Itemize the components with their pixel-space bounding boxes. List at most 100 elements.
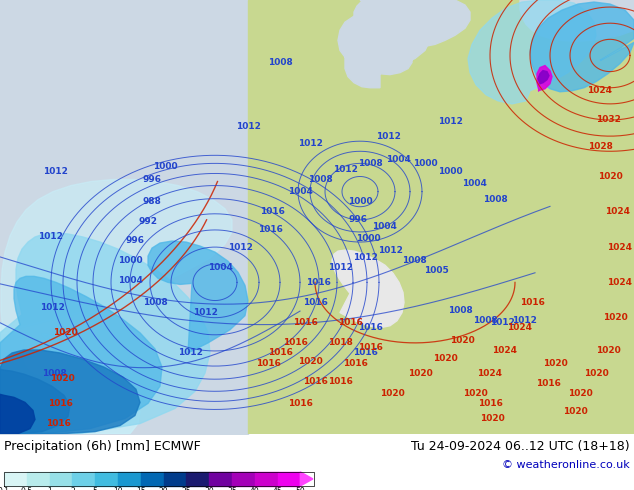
Polygon shape [255,472,278,486]
Text: 1008: 1008 [401,256,427,265]
Text: 1016: 1016 [257,225,282,234]
Text: 1016: 1016 [256,359,280,368]
Polygon shape [27,472,49,486]
Text: 1004: 1004 [288,187,313,196]
Polygon shape [0,323,140,434]
Polygon shape [0,350,140,434]
Text: 1024: 1024 [477,368,503,378]
Text: 1004: 1004 [462,179,486,188]
Text: 20: 20 [158,487,169,490]
Text: 1028: 1028 [588,142,612,151]
Text: 1016: 1016 [268,348,292,358]
Text: 1012: 1012 [193,308,217,317]
Text: 1012: 1012 [328,263,353,272]
Text: 25: 25 [181,487,191,490]
Text: 5: 5 [93,487,98,490]
Text: 1012: 1012 [42,167,67,176]
Text: 30: 30 [204,487,214,490]
Text: 1000: 1000 [347,197,372,206]
Polygon shape [141,472,164,486]
Text: 1016: 1016 [46,419,70,428]
Text: 1020: 1020 [432,353,457,363]
Text: Tu 24-09-2024 06..12 UTC (18+18): Tu 24-09-2024 06..12 UTC (18+18) [411,440,630,453]
Text: 1012: 1012 [353,253,377,262]
Polygon shape [4,472,27,486]
Text: 996: 996 [126,236,145,245]
Text: 0.1: 0.1 [0,487,10,490]
Text: 1024: 1024 [493,346,517,355]
Text: 1020: 1020 [297,357,322,366]
Text: 1020: 1020 [53,328,77,337]
Text: 1024: 1024 [607,278,633,287]
Text: 1012: 1012 [178,348,202,358]
Text: 1020: 1020 [49,374,74,383]
Polygon shape [301,472,313,486]
Polygon shape [338,10,430,88]
Text: 1024: 1024 [588,86,612,95]
Polygon shape [209,472,232,486]
Text: 1016: 1016 [306,278,330,287]
Text: 35: 35 [227,487,237,490]
Text: 1008: 1008 [472,316,498,325]
Text: 1012: 1012 [378,245,403,255]
Polygon shape [0,394,35,434]
Text: 1012: 1012 [228,243,252,251]
Text: 1004: 1004 [207,263,233,272]
Polygon shape [354,0,470,48]
Text: 1012: 1012 [236,122,261,130]
Text: 1000: 1000 [118,256,142,265]
Text: 996: 996 [349,215,368,224]
Text: 1016: 1016 [302,298,327,307]
Text: 1012: 1012 [512,316,536,325]
Text: 1016: 1016 [48,399,72,408]
Polygon shape [332,250,404,328]
Polygon shape [0,369,70,434]
Text: 1008: 1008 [448,306,472,315]
Polygon shape [248,0,634,434]
Polygon shape [530,2,634,92]
Polygon shape [278,472,301,486]
Text: 1016: 1016 [536,379,560,388]
Text: 1024: 1024 [607,243,633,251]
Text: 1020: 1020 [450,336,474,345]
Text: 1000: 1000 [413,159,437,168]
Text: 1016: 1016 [302,377,327,386]
Polygon shape [95,472,118,486]
Polygon shape [148,241,248,353]
Text: 1008: 1008 [268,58,292,67]
Text: 1012: 1012 [297,139,323,147]
Text: © weatheronline.co.uk: © weatheronline.co.uk [502,460,630,470]
Text: 15: 15 [136,487,146,490]
Text: 1008: 1008 [143,298,167,307]
Polygon shape [164,472,186,486]
Text: 1000: 1000 [153,162,178,171]
Text: 1016: 1016 [259,207,285,216]
Text: 45: 45 [273,487,282,490]
Text: 1024: 1024 [507,323,533,332]
Text: 992: 992 [138,218,157,226]
Text: 1020: 1020 [380,389,404,398]
Text: 1012: 1012 [375,132,401,141]
Polygon shape [118,472,141,486]
Text: 1016: 1016 [342,359,368,368]
Text: 1016: 1016 [358,323,382,332]
Text: 1004: 1004 [117,276,143,285]
Text: 1016: 1016 [292,318,318,327]
Text: 1020: 1020 [595,346,621,355]
Text: 988: 988 [143,197,162,206]
Text: 1016: 1016 [477,399,502,408]
Text: 1020: 1020 [463,389,488,398]
Text: 1000: 1000 [356,234,380,243]
Polygon shape [468,0,596,104]
Text: 10: 10 [113,487,123,490]
Polygon shape [520,0,634,41]
Text: 1008: 1008 [307,175,332,184]
Text: 1000: 1000 [437,167,462,176]
Text: 1016: 1016 [353,348,377,358]
Text: 1005: 1005 [424,266,448,275]
Text: 1020: 1020 [408,368,432,378]
Text: 1008: 1008 [482,195,507,204]
Polygon shape [186,472,209,486]
Polygon shape [0,276,162,434]
Text: 1016: 1016 [337,318,363,327]
